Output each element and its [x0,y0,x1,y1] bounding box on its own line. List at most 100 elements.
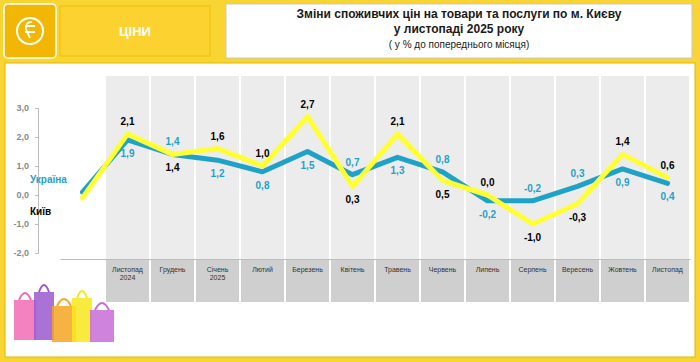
y-tick: 3,0 [16,103,38,113]
decoration-bag-handle [57,299,71,306]
data-label: 0,9 [616,177,630,188]
icon-tag [17,18,43,44]
x-tick: Липень [476,259,500,273]
data-label: 0,3 [346,194,360,205]
icon-tag-symbol [25,22,35,38]
y-tick: 1,0 [16,161,38,171]
decoration-bag-handle [39,285,49,292]
x-tick: Лютий [252,259,273,273]
data-label: 0,6 [661,160,675,171]
x-tick: Травень [384,259,411,274]
label-strip [151,259,194,302]
x-tick: Серпень [518,259,546,274]
label-strip [601,259,644,302]
x-tick-label: Серпень [518,266,546,274]
section-label: ЦІНИ [119,24,151,39]
column-band [556,76,599,259]
series-line [83,117,668,224]
data-label: -0,2 [524,183,542,194]
decoration-bag-handle [95,303,109,310]
x-tick-label: Березень [292,266,323,274]
x-tick-label: Червень [429,266,457,274]
page-background [0,0,700,362]
y-tick-label: -2,0 [13,248,29,258]
y-tick-label: -1,0 [13,219,29,229]
series-line [83,140,668,201]
label-strip [286,259,329,302]
data-label: 0,4 [661,191,675,202]
plot-area [83,117,668,224]
chart-panel [5,63,695,357]
column-band [151,76,194,259]
data-label: 1,4 [166,136,180,147]
data-label: 2,1 [391,116,405,127]
decoration-bag [34,292,54,340]
data-label: 2,7 [301,99,315,110]
x-tick-label: Квітень [341,266,365,273]
y-tick-mark [35,253,38,254]
section-box [60,6,210,56]
column-band [511,76,554,259]
data-label: -0,2 [479,209,497,220]
x-tick-label: Жовтень [608,266,637,273]
y-tick-mark [35,137,38,138]
x-tick: Січень2025 [207,259,229,281]
y-tick-mark [35,195,38,196]
data-label: 1,5 [301,160,315,171]
x-tick-label: Лютий [252,266,273,273]
legend-label: Україна [30,174,67,185]
y-tick: -1,0 [13,219,38,229]
x-tick: Листопад2024 [112,259,143,281]
decoration-bag [72,298,92,342]
x-tick: Березень [292,259,323,274]
y-tick-label: 3,0 [16,103,29,113]
x-tick-label: Травень [384,266,411,274]
chart-subtitle: ( у % до попереднього місяця) [389,39,529,50]
label-strip [556,259,599,302]
y-tick: -2,0 [13,248,38,258]
decoration-bag-handle [77,291,87,298]
column-band [196,76,239,259]
data-label: 0,5 [436,189,450,200]
data-label: 0,8 [436,154,450,165]
y-tick-mark [35,166,38,167]
decoration-bag [14,300,36,340]
decoration-bag-handle [19,293,31,300]
x-axis-line [61,259,691,260]
chart-title: Зміни споживчих цін на товари та послуги… [297,7,622,21]
x-tick-label: Листопад [652,266,683,274]
column-band [286,76,329,259]
y-tick: 0,0 [16,190,38,200]
data-label: 1,0 [256,148,270,159]
x-tick: Вересень [562,259,594,274]
label-strip [196,259,239,302]
y-tick-label: 2,0 [16,132,29,142]
data-label: 0,0 [481,177,495,188]
x-tick-label: Липень [476,266,500,273]
chart-root: ЦІНИ Зміни споживчих цін на товари та пос… [0,0,700,362]
data-label: 2,1 [121,116,135,127]
label-strip [646,259,689,302]
legend: УкраїнаКиїв [30,174,67,217]
x-tick-label: Січень2025 [207,266,229,281]
data-label: -1,0 [524,232,542,243]
label-strip [466,259,509,302]
data-label: 1,4 [616,136,630,147]
y-tick-label: 0,0 [16,190,29,200]
column-band [376,76,419,259]
label-strip [106,259,149,302]
data-label: 0,7 [346,157,360,168]
y-tick-label: 1,0 [16,161,29,171]
column-band [466,76,509,259]
data-label: 1,6 [211,131,225,142]
x-tick: Червень [429,259,457,274]
label-strip [511,259,554,302]
x-tick: Листопад [652,259,683,274]
x-tick-label: Вересень [562,266,594,274]
data-label: 1,9 [121,148,135,159]
x-tick-label: Листопад2024 [112,266,143,281]
data-labels: 1,91,41,20,81,50,71,30,8-0,2-0,20,30,90,… [121,99,675,243]
label-strip [331,259,374,302]
y-tick-mark [35,108,38,109]
data-label: -0,3 [569,212,587,223]
